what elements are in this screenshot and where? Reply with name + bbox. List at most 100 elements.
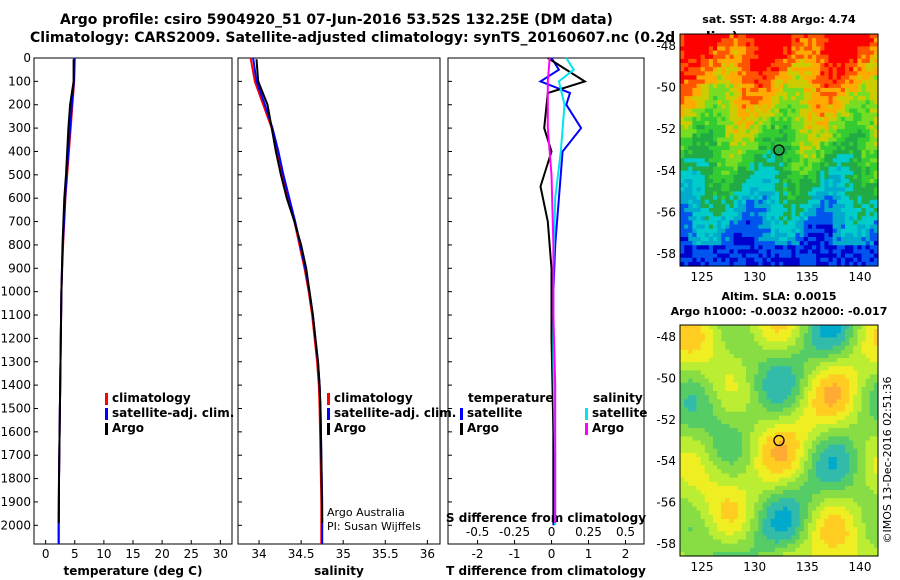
map-cell xyxy=(721,162,726,168)
map-cell xyxy=(717,191,722,197)
map-cell xyxy=(853,87,858,93)
map-cell xyxy=(787,137,792,143)
map-cell xyxy=(688,362,693,367)
map-cell xyxy=(754,34,759,39)
map-cell xyxy=(708,403,714,409)
map-cell xyxy=(725,419,731,425)
map-cell xyxy=(696,349,702,355)
title-line-2: Climatology: CARS2009. Satellite-adjuste… xyxy=(30,30,739,46)
map-cell xyxy=(766,391,772,396)
map-cell xyxy=(696,440,702,446)
map-cell xyxy=(713,208,718,213)
map-cell xyxy=(836,261,842,267)
map-cell xyxy=(717,145,722,151)
map-cell xyxy=(787,494,792,499)
map-cell xyxy=(770,452,776,458)
map-cell xyxy=(845,345,850,351)
map-cell xyxy=(725,490,731,495)
map-cell xyxy=(708,485,714,491)
map-cell xyxy=(779,337,784,343)
map-cell xyxy=(783,395,788,400)
map-cell xyxy=(692,341,698,347)
map-cell xyxy=(741,349,747,355)
map-cell xyxy=(721,481,726,487)
map-cell xyxy=(836,448,842,454)
map-cell xyxy=(820,58,825,64)
map-cell xyxy=(849,220,854,226)
map-cell xyxy=(704,249,710,255)
map-cell xyxy=(873,38,879,43)
map-cell xyxy=(684,87,689,93)
map-cell xyxy=(828,83,834,89)
map-cell xyxy=(828,129,834,135)
map-cell xyxy=(836,395,842,400)
map-cell xyxy=(857,224,863,230)
map-cell xyxy=(803,469,809,475)
map-cell xyxy=(741,382,747,388)
map-cell xyxy=(803,241,809,246)
x-tick-label: 0 xyxy=(42,547,50,561)
map-cell xyxy=(865,241,871,246)
map-cell xyxy=(861,374,867,380)
map-cell xyxy=(688,325,693,330)
map-cell xyxy=(787,374,792,380)
map-cell xyxy=(725,465,731,470)
map-cell xyxy=(725,50,731,56)
map-cell xyxy=(849,424,854,429)
map-cell xyxy=(762,399,768,404)
map-cell xyxy=(696,436,702,442)
map-cell xyxy=(820,199,825,205)
map-cell xyxy=(807,212,813,217)
map-cell xyxy=(692,137,698,143)
map-cell xyxy=(737,469,743,475)
map-cell xyxy=(737,50,743,56)
map-cell xyxy=(799,448,805,454)
map-cell xyxy=(840,71,846,77)
map-cell xyxy=(754,150,759,155)
map-cell xyxy=(762,337,768,343)
map-cell xyxy=(857,92,863,97)
map-cell xyxy=(729,424,735,429)
map-cell xyxy=(729,261,735,267)
map-cell xyxy=(828,96,834,101)
map-cell xyxy=(758,133,764,139)
map-cell xyxy=(741,353,747,359)
map-cell xyxy=(737,199,743,205)
map-cell xyxy=(869,92,875,97)
map-cell xyxy=(840,457,846,462)
map-cell xyxy=(684,374,689,380)
map-cell xyxy=(828,187,834,193)
map-cell xyxy=(795,253,801,259)
map-cell xyxy=(812,42,817,48)
map-cell xyxy=(721,407,726,413)
map-cell xyxy=(824,199,830,205)
map-cell xyxy=(820,333,825,338)
map-cell xyxy=(845,325,850,330)
map-cell xyxy=(849,440,854,446)
map-cell xyxy=(791,444,797,450)
map-cell xyxy=(857,129,863,135)
map-cell xyxy=(746,366,751,371)
map-cell xyxy=(803,191,809,197)
map-cell xyxy=(750,333,755,338)
map-cell xyxy=(762,403,768,409)
map-cell xyxy=(729,358,735,363)
map-cell xyxy=(684,187,689,193)
map-cell xyxy=(717,490,722,495)
map-cell xyxy=(680,137,685,143)
map-cell xyxy=(873,166,879,172)
map-cell xyxy=(791,494,797,499)
map-cell xyxy=(820,125,825,130)
map-cell xyxy=(779,461,784,466)
map-cell xyxy=(770,261,776,267)
map-cell xyxy=(774,191,780,197)
map-cell xyxy=(865,337,871,343)
map-cell xyxy=(717,395,722,400)
map-cell xyxy=(758,141,764,147)
map-cell xyxy=(816,374,821,380)
map-cell xyxy=(746,440,751,446)
map-cell xyxy=(840,67,846,72)
map-cell xyxy=(737,67,743,72)
map-cell xyxy=(741,54,747,60)
x-tick-label: 30 xyxy=(213,547,228,561)
